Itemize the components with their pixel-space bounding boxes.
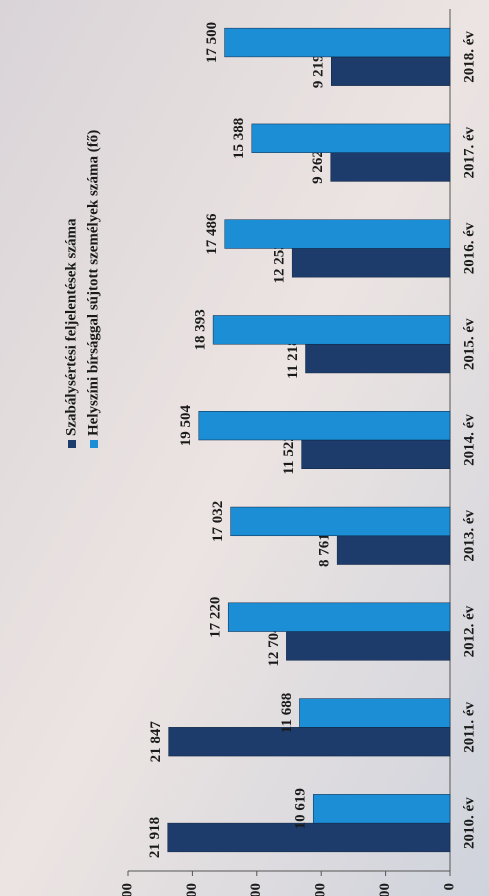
bar (227, 602, 451, 632)
value-label: 21 847 (148, 721, 164, 763)
bar (301, 439, 451, 469)
value-label: 8 761 (317, 533, 333, 567)
x-tick-label: 2012. év (461, 605, 477, 657)
bar (330, 152, 451, 182)
x-tick-label: 2014. év (461, 414, 477, 466)
value-label: 17 032 (210, 501, 226, 542)
bar (198, 411, 451, 441)
y-tick-label: 20 000 (184, 883, 200, 896)
bar (286, 631, 451, 661)
bar (167, 822, 451, 853)
x-tick-label: 2015. év (461, 318, 477, 370)
legend-swatch (68, 440, 76, 448)
plot: 0 5 000 10 000 15 000 20 000 25 000 2010. év 21… (63, 9, 477, 896)
y-tick-label: 0 (441, 883, 457, 891)
y-tick-label: 5 000 (377, 883, 393, 896)
x-tick-label: 2010. év (461, 797, 477, 849)
bar (336, 535, 451, 565)
x-tick-label: 2011. év (461, 701, 477, 752)
value-label: 18 393 (193, 309, 209, 350)
bar (168, 727, 451, 757)
value-label: 21 918 (147, 817, 163, 858)
bar (305, 343, 451, 374)
y-tick-label: 15 000 (248, 883, 264, 896)
x-tick-label: 2016. év (461, 222, 477, 274)
value-label: 17 500 (204, 22, 220, 63)
value-label: 12 253 (272, 242, 288, 283)
value-label: 17 220 (208, 597, 224, 638)
value-label: 11 218 (285, 338, 301, 378)
value-label: 11 522 (281, 434, 297, 474)
bar (331, 56, 451, 86)
legend-swatch (90, 440, 98, 448)
bar (224, 27, 451, 58)
value-label: 9 219 (311, 54, 327, 88)
value-label: 12 704 (266, 625, 282, 667)
bar (312, 794, 451, 824)
bar (291, 248, 451, 278)
bar (230, 506, 451, 537)
value-label: 15 388 (231, 118, 247, 159)
value-label: 11 688 (279, 693, 295, 733)
value-label: 19 504 (178, 405, 194, 447)
y-tick-label: 25 000 (119, 883, 135, 896)
x-tick-label: 2013. év (461, 509, 477, 561)
value-label: 10 619 (293, 788, 309, 829)
bar (212, 315, 451, 345)
legend-label: Szabálysértési feljelentések száma (63, 218, 79, 436)
x-tick-label: 2017. év (461, 126, 477, 178)
legend-label: Helyszíni bírsággal sújtott személyek sz… (85, 130, 101, 436)
y-tick-label: 10 000 (313, 883, 329, 896)
bar (224, 219, 451, 249)
bar (251, 123, 451, 153)
x-tick-label: 2018. év (461, 31, 477, 83)
value-label: 17 486 (204, 213, 220, 255)
bar (299, 698, 451, 728)
value-label: 9 262 (310, 150, 326, 184)
